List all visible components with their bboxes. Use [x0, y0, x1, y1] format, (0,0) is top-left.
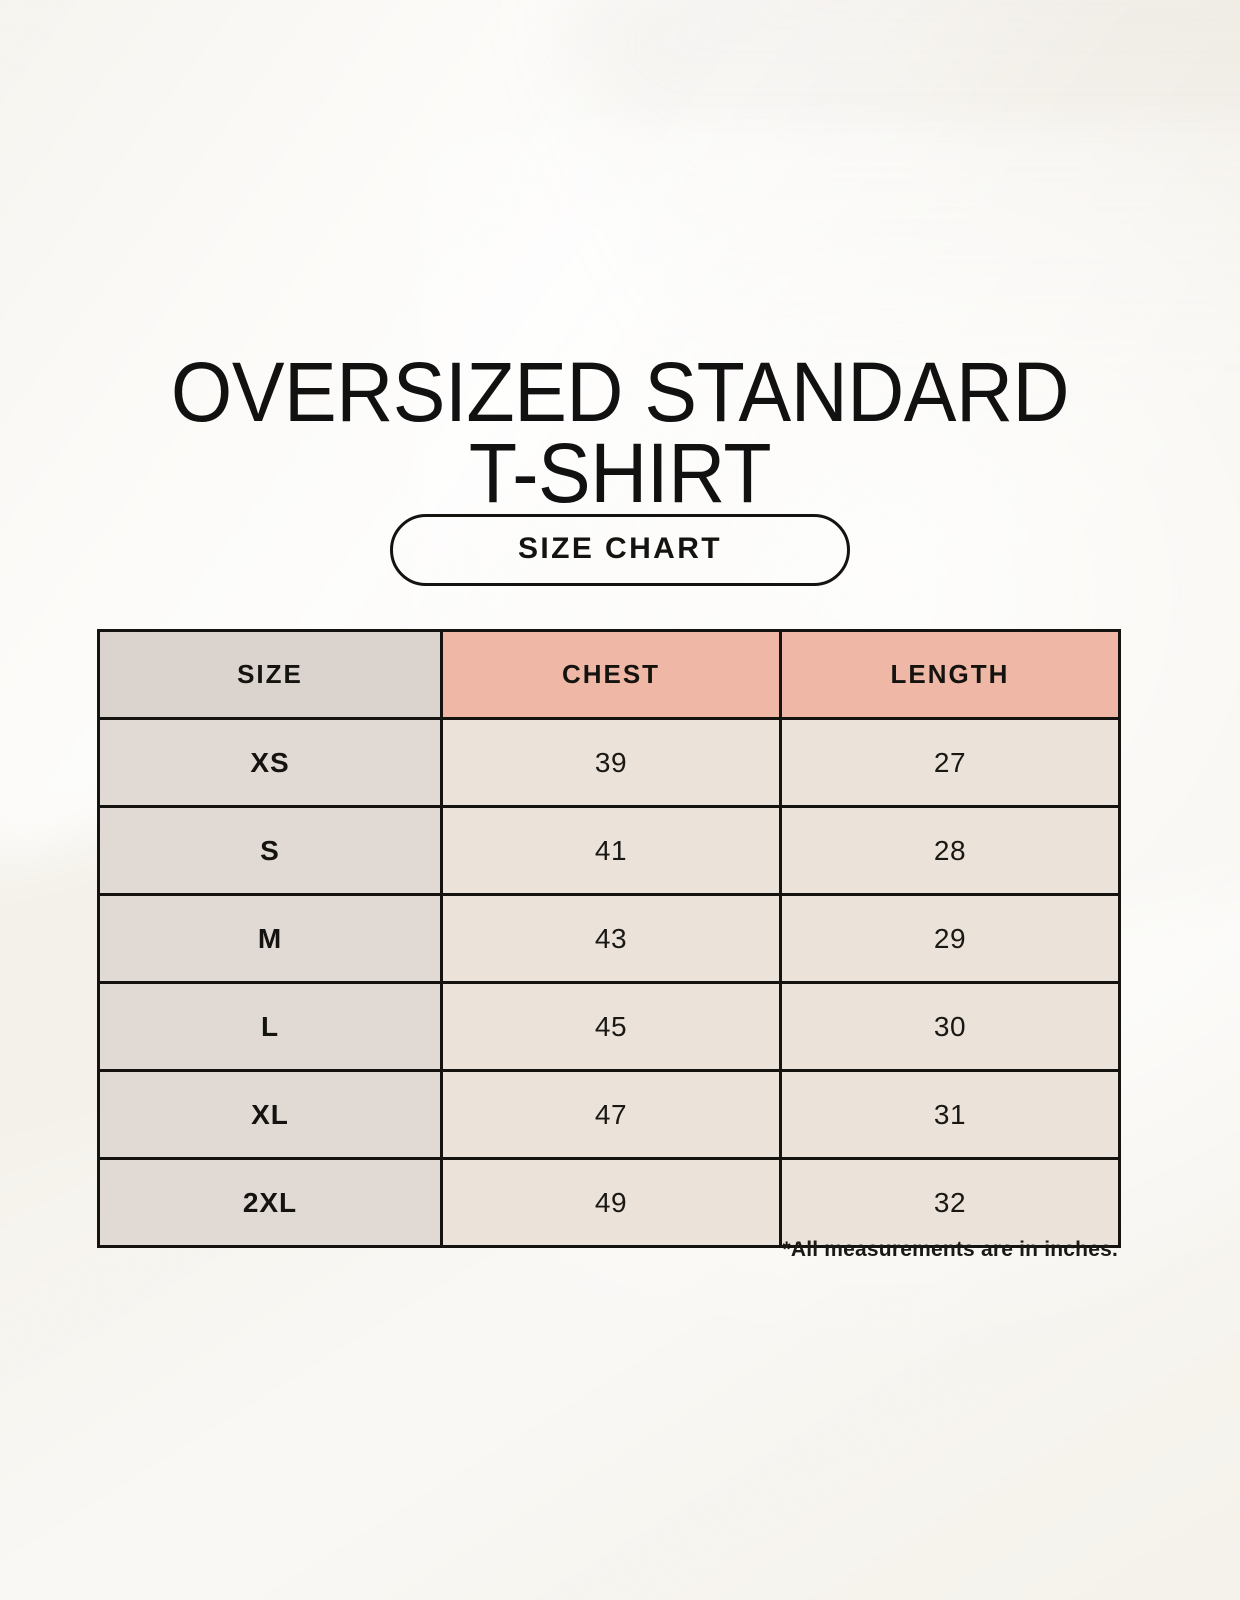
- cell-chest: 43: [440, 893, 782, 984]
- table-body: XS 39 27 S 41 28 M 43 29 L: [97, 717, 1121, 1248]
- page-title: OVERSIZED STANDARD T-SHIRT: [170, 345, 1070, 520]
- cell-size: L: [97, 981, 443, 1072]
- measurement-units-note: *All measurements are in inches.: [782, 1238, 1118, 1261]
- table-row: M 43 29: [97, 893, 1121, 984]
- cell-chest: 47: [440, 1069, 782, 1160]
- table-row: XL 47 31: [97, 1069, 1121, 1160]
- cell-size: XL: [97, 1069, 443, 1160]
- cell-chest: 39: [440, 717, 782, 808]
- cell-chest: 41: [440, 805, 782, 896]
- cell-size: M: [97, 893, 443, 984]
- cell-length: 27: [779, 717, 1121, 808]
- size-table: SIZE CHEST LENGTH XS 39 27 S 41 28: [97, 629, 1121, 1248]
- table-row: L 45 30: [97, 981, 1121, 1072]
- cell-size: S: [97, 805, 443, 896]
- cell-length: 32: [779, 1157, 1121, 1248]
- column-header-length: LENGTH: [779, 629, 1121, 720]
- cell-chest: 45: [440, 981, 782, 1072]
- cell-length: 29: [779, 893, 1121, 984]
- cell-chest: 49: [440, 1157, 782, 1248]
- cell-size: XS: [97, 717, 443, 808]
- cell-size: 2XL: [97, 1157, 443, 1248]
- column-header-chest: CHEST: [440, 629, 782, 720]
- table-header-row: SIZE CHEST LENGTH: [97, 629, 1121, 720]
- table-header: SIZE CHEST LENGTH: [97, 629, 1121, 720]
- cell-length: 28: [779, 805, 1121, 896]
- table-row: XS 39 27: [97, 717, 1121, 808]
- size-chart-badge: SIZE CHART: [390, 514, 850, 586]
- size-table-container: SIZE CHEST LENGTH XS 39 27 S 41 28: [97, 629, 1121, 1248]
- table-row: 2XL 49 32: [97, 1157, 1121, 1248]
- column-header-size: SIZE: [97, 629, 443, 720]
- cell-length: 31: [779, 1069, 1121, 1160]
- cell-length: 30: [779, 981, 1121, 1072]
- table-row: S 41 28: [97, 805, 1121, 896]
- badge-container: SIZE CHART: [0, 514, 1240, 586]
